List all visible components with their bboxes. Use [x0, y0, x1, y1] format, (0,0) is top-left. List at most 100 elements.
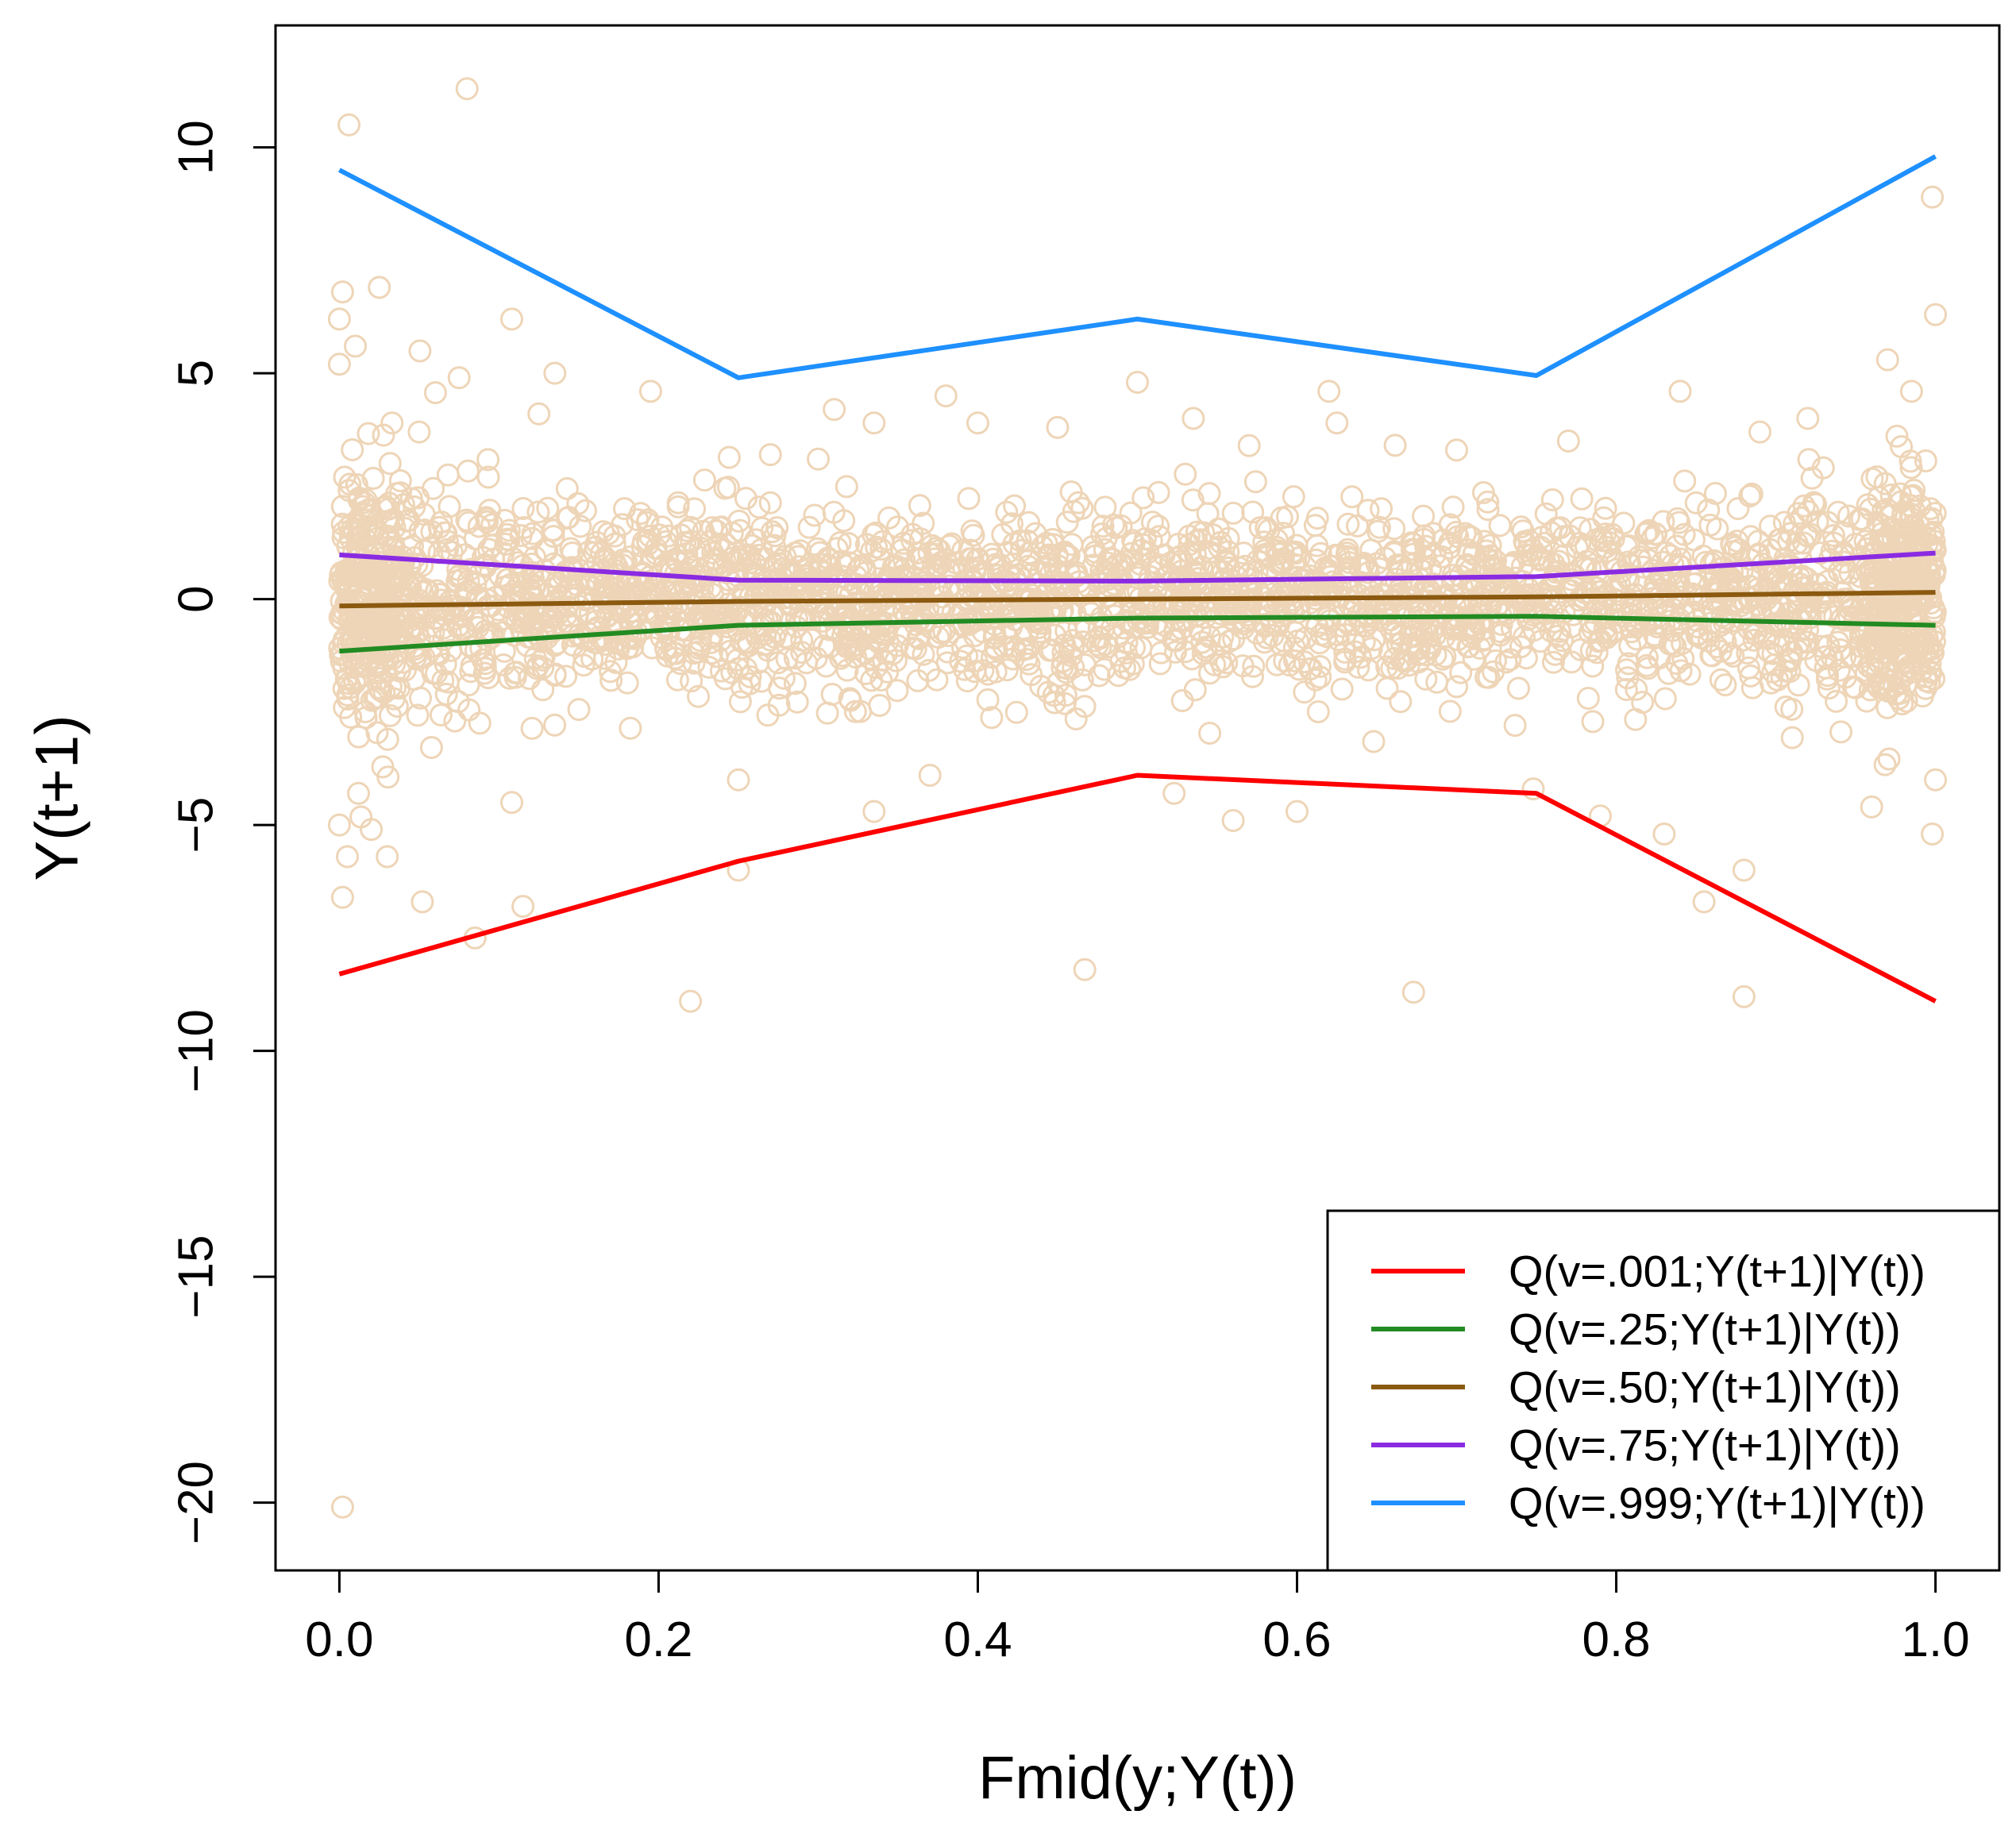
data-point [838, 688, 862, 712]
data-point [1424, 589, 1447, 613]
data-point [1589, 629, 1613, 653]
data-point [1759, 514, 1782, 538]
data-point [1738, 484, 1762, 508]
data-point [1477, 665, 1501, 689]
data-point [1282, 485, 1305, 509]
data-point [1717, 568, 1741, 591]
data-point [387, 599, 411, 622]
data-point [1370, 582, 1393, 606]
data-point [1306, 700, 1330, 723]
data-point [1633, 613, 1657, 637]
data-point [734, 657, 758, 680]
y-axis-label: Y(t+1) [24, 715, 91, 880]
data-point [1026, 572, 1050, 595]
data-point [1684, 491, 1708, 514]
data-point [1673, 469, 1697, 493]
data-point [758, 491, 782, 514]
data-point [853, 556, 877, 580]
data-point-outlier [407, 420, 431, 444]
data-point [680, 669, 703, 693]
data-point [557, 506, 580, 530]
data-point [1060, 533, 1084, 557]
data-point [664, 642, 688, 665]
data-point [1181, 488, 1205, 512]
data-point [1462, 542, 1486, 566]
data-point [369, 679, 393, 703]
data-point [956, 576, 980, 599]
data-point [1873, 753, 1897, 776]
data-point [543, 713, 567, 737]
data-point-outlier [337, 113, 360, 137]
data-point [1529, 535, 1553, 559]
data-point-outlier [330, 1495, 354, 1519]
data-point-outlier [1556, 430, 1580, 453]
data-point [372, 629, 395, 653]
data-point [1183, 571, 1207, 595]
data-point [1382, 517, 1406, 541]
data-point [1511, 519, 1535, 543]
data-point [476, 465, 500, 489]
data-point [468, 711, 491, 735]
legend: Q(v=.001;Y(t+1)|Y(t)) Q(v=.25;Y(t+1)|Y(t)… [1326, 1209, 2001, 1572]
data-point [1616, 666, 1640, 690]
data-point-outlier [1126, 371, 1149, 394]
data-point [1899, 456, 1923, 480]
data-point-outlier [344, 334, 367, 358]
data-point [1503, 714, 1527, 738]
y-tick-label: −20 [169, 1461, 224, 1544]
data-point [1407, 600, 1431, 624]
data-point [1644, 522, 1667, 545]
data-point [360, 559, 384, 582]
x-axis-label: Fmid(y;Y(t)) [978, 1744, 1297, 1812]
data-point [1208, 649, 1232, 672]
data-point [1860, 560, 1883, 584]
data-point [397, 508, 421, 532]
data-point [599, 616, 622, 640]
data-point [1055, 657, 1079, 680]
data-point [1780, 697, 1804, 721]
series-line-2 [339, 590, 1936, 609]
data-point [1462, 647, 1486, 671]
data-point-outlier [1668, 380, 1692, 403]
data-point [1559, 568, 1583, 591]
data-point [677, 569, 701, 593]
data-point [756, 638, 780, 662]
data-point [1883, 585, 1906, 609]
data-point [1042, 684, 1066, 707]
data-point [925, 555, 949, 579]
data-point [1855, 689, 1879, 713]
data-point [372, 423, 395, 447]
data-point [1713, 673, 1737, 697]
data-point [613, 497, 636, 521]
data-point [1890, 647, 1913, 671]
data-point [1305, 507, 1329, 530]
data-point [1618, 634, 1642, 658]
data-point [392, 550, 415, 574]
data-point-outlier [1237, 433, 1261, 457]
data-point [532, 645, 556, 669]
data-point [1787, 502, 1810, 526]
data-point [1648, 646, 1671, 670]
data-point-outlier [966, 411, 989, 435]
data-point [812, 634, 836, 658]
data-point [869, 668, 893, 692]
data-point [885, 679, 909, 703]
data-point [1815, 667, 1839, 691]
data-point [732, 584, 756, 607]
data-point-outlier [527, 402, 551, 426]
legend-label-1: Q(v=.25;Y(t+1)|Y(t)) [1509, 1304, 1901, 1354]
data-point [1308, 631, 1332, 655]
data-point [750, 669, 773, 693]
data-point [1703, 482, 1727, 505]
data-point [1170, 689, 1194, 712]
data-point-outlier [1073, 957, 1097, 981]
data-point [1380, 657, 1404, 680]
x-tick-label: 0.2 [624, 1612, 692, 1667]
data-point [868, 694, 892, 717]
data-point [1739, 664, 1763, 688]
data-point [611, 513, 634, 537]
data-point-outlier [1860, 795, 1883, 819]
data-point [1704, 550, 1727, 574]
data-point [1014, 637, 1038, 661]
data-point [1576, 687, 1600, 710]
